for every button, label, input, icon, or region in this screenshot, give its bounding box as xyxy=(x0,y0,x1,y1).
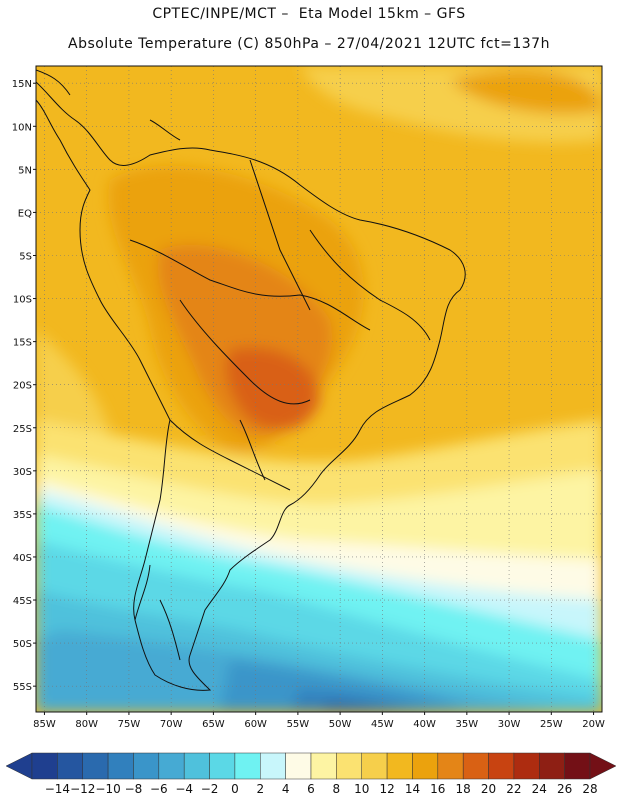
map-title-line2: Absolute Temperature (C) 850hPa – 27/04/… xyxy=(68,36,550,52)
lat-tick-label: 5N xyxy=(18,165,32,176)
colorbar-swatch xyxy=(488,752,515,780)
lat-tick-label: 10N xyxy=(12,122,32,133)
colorbar-label: −14 xyxy=(45,782,70,796)
colorbar-swatch xyxy=(31,752,58,780)
colorbar-label: −6 xyxy=(150,782,168,796)
lon-tick-label: 75W xyxy=(118,719,141,730)
colorbar-arrow-low xyxy=(5,752,33,780)
lon-tick-label: 50W xyxy=(329,719,352,730)
colorbar-label: 20 xyxy=(481,782,496,796)
temperature-field xyxy=(36,66,602,712)
colorbar-label: 18 xyxy=(456,782,471,796)
lon-tick-label: 65W xyxy=(202,719,225,730)
colorbar-label: 24 xyxy=(532,782,547,796)
colorbar-swatch xyxy=(513,752,540,780)
colorbar-label: 6 xyxy=(307,782,315,796)
colorbar-swatch xyxy=(57,752,83,780)
latitude-axis: 15N 10N 5N EQ 5S 10S 15S 20S 25S 30S 35S 40S 45S 50S 5… xyxy=(12,79,36,693)
colorbar-swatch xyxy=(437,752,464,780)
colorbar-swatch xyxy=(412,752,439,780)
colorbar-swatch xyxy=(158,752,185,780)
colorbar-label: 28 xyxy=(582,782,597,796)
lat-tick-label: EQ xyxy=(18,208,32,219)
colorbar-swatch xyxy=(260,752,286,780)
colorbar-label: 4 xyxy=(282,782,290,796)
colorbar-swatch xyxy=(386,752,413,780)
lat-tick-label: 45S xyxy=(13,596,32,607)
lon-tick-label: 85W xyxy=(33,719,56,730)
lat-tick-label: 15N xyxy=(12,79,32,90)
lon-tick-label: 60W xyxy=(244,719,267,730)
lon-tick-label: 20W xyxy=(582,719,605,730)
colorbar-swatch xyxy=(285,752,312,780)
colorbar-swatch xyxy=(107,752,134,780)
colorbar-label: 10 xyxy=(354,782,369,796)
lon-tick-label: 35W xyxy=(456,719,479,730)
colorbar-label: 12 xyxy=(379,782,394,796)
colorbar-label: 14 xyxy=(405,782,420,796)
lat-tick-label: 50S xyxy=(13,639,32,650)
colorbar-label: −12 xyxy=(70,782,95,796)
lat-tick-label: 10S xyxy=(13,295,32,306)
colorbar-swatch xyxy=(133,752,160,780)
colorbar-label: −8 xyxy=(125,782,143,796)
colorbar-label: 22 xyxy=(506,782,521,796)
colorbar-swatch xyxy=(183,752,210,780)
colorbar-label: 26 xyxy=(557,782,572,796)
lat-tick-label: 15S xyxy=(13,338,32,349)
colorbar-swatch xyxy=(310,752,337,780)
colorbar-label: 0 xyxy=(231,782,239,796)
lat-tick-label: 30S xyxy=(13,467,32,478)
lat-tick-label: 25S xyxy=(13,424,32,435)
colorbar-swatch xyxy=(336,752,362,780)
colorbar: −14 −12 −10 −8 −6 −4 −2 0 2 4 6 8 10 12 14 16 18 20 22 24 26… xyxy=(5,752,617,796)
lon-tick-label: 55W xyxy=(287,719,310,730)
lon-tick-label: 45W xyxy=(371,719,394,730)
lat-tick-label: 20S xyxy=(13,381,32,392)
colorbar-swatch xyxy=(361,752,388,780)
plot-frame xyxy=(35,65,603,713)
colorbar-label: −4 xyxy=(175,782,193,796)
lon-tick-label: 30W xyxy=(498,719,521,730)
lon-tick-label: 25W xyxy=(540,719,563,730)
colorbar-label: −10 xyxy=(95,782,120,796)
colorbar-swatch xyxy=(539,752,565,780)
colorbar-swatch xyxy=(209,752,236,780)
colorbar-arrow-high xyxy=(589,752,617,780)
colorbar-swatch xyxy=(462,752,489,780)
colorbar-label: 2 xyxy=(256,782,264,796)
colorbar-swatch xyxy=(234,752,261,780)
lon-tick-label: 70W xyxy=(160,719,183,730)
lon-tick-label: 40W xyxy=(413,719,436,730)
longitude-axis: 85W 80W 75W 70W 65W 60W 55W 50W 45W 40W 35W 30W 25W 2… xyxy=(33,712,605,730)
lat-tick-label: 35S xyxy=(13,510,32,521)
lat-tick-label: 40S xyxy=(13,553,32,564)
lat-tick-label: 5S xyxy=(19,251,32,262)
colorbar-label: −2 xyxy=(201,782,219,796)
lat-tick-label: 55S xyxy=(13,682,32,693)
map-title-line1: CPTEC/INPE/MCT – Eta Model 15km – GFS xyxy=(152,6,466,22)
colorbar-swatch xyxy=(82,752,109,780)
coastlines xyxy=(36,69,466,691)
colorbar-label: 16 xyxy=(430,782,445,796)
colorbar-label: 8 xyxy=(333,782,341,796)
lon-tick-label: 80W xyxy=(75,719,98,730)
colorbar-swatch xyxy=(564,752,591,780)
